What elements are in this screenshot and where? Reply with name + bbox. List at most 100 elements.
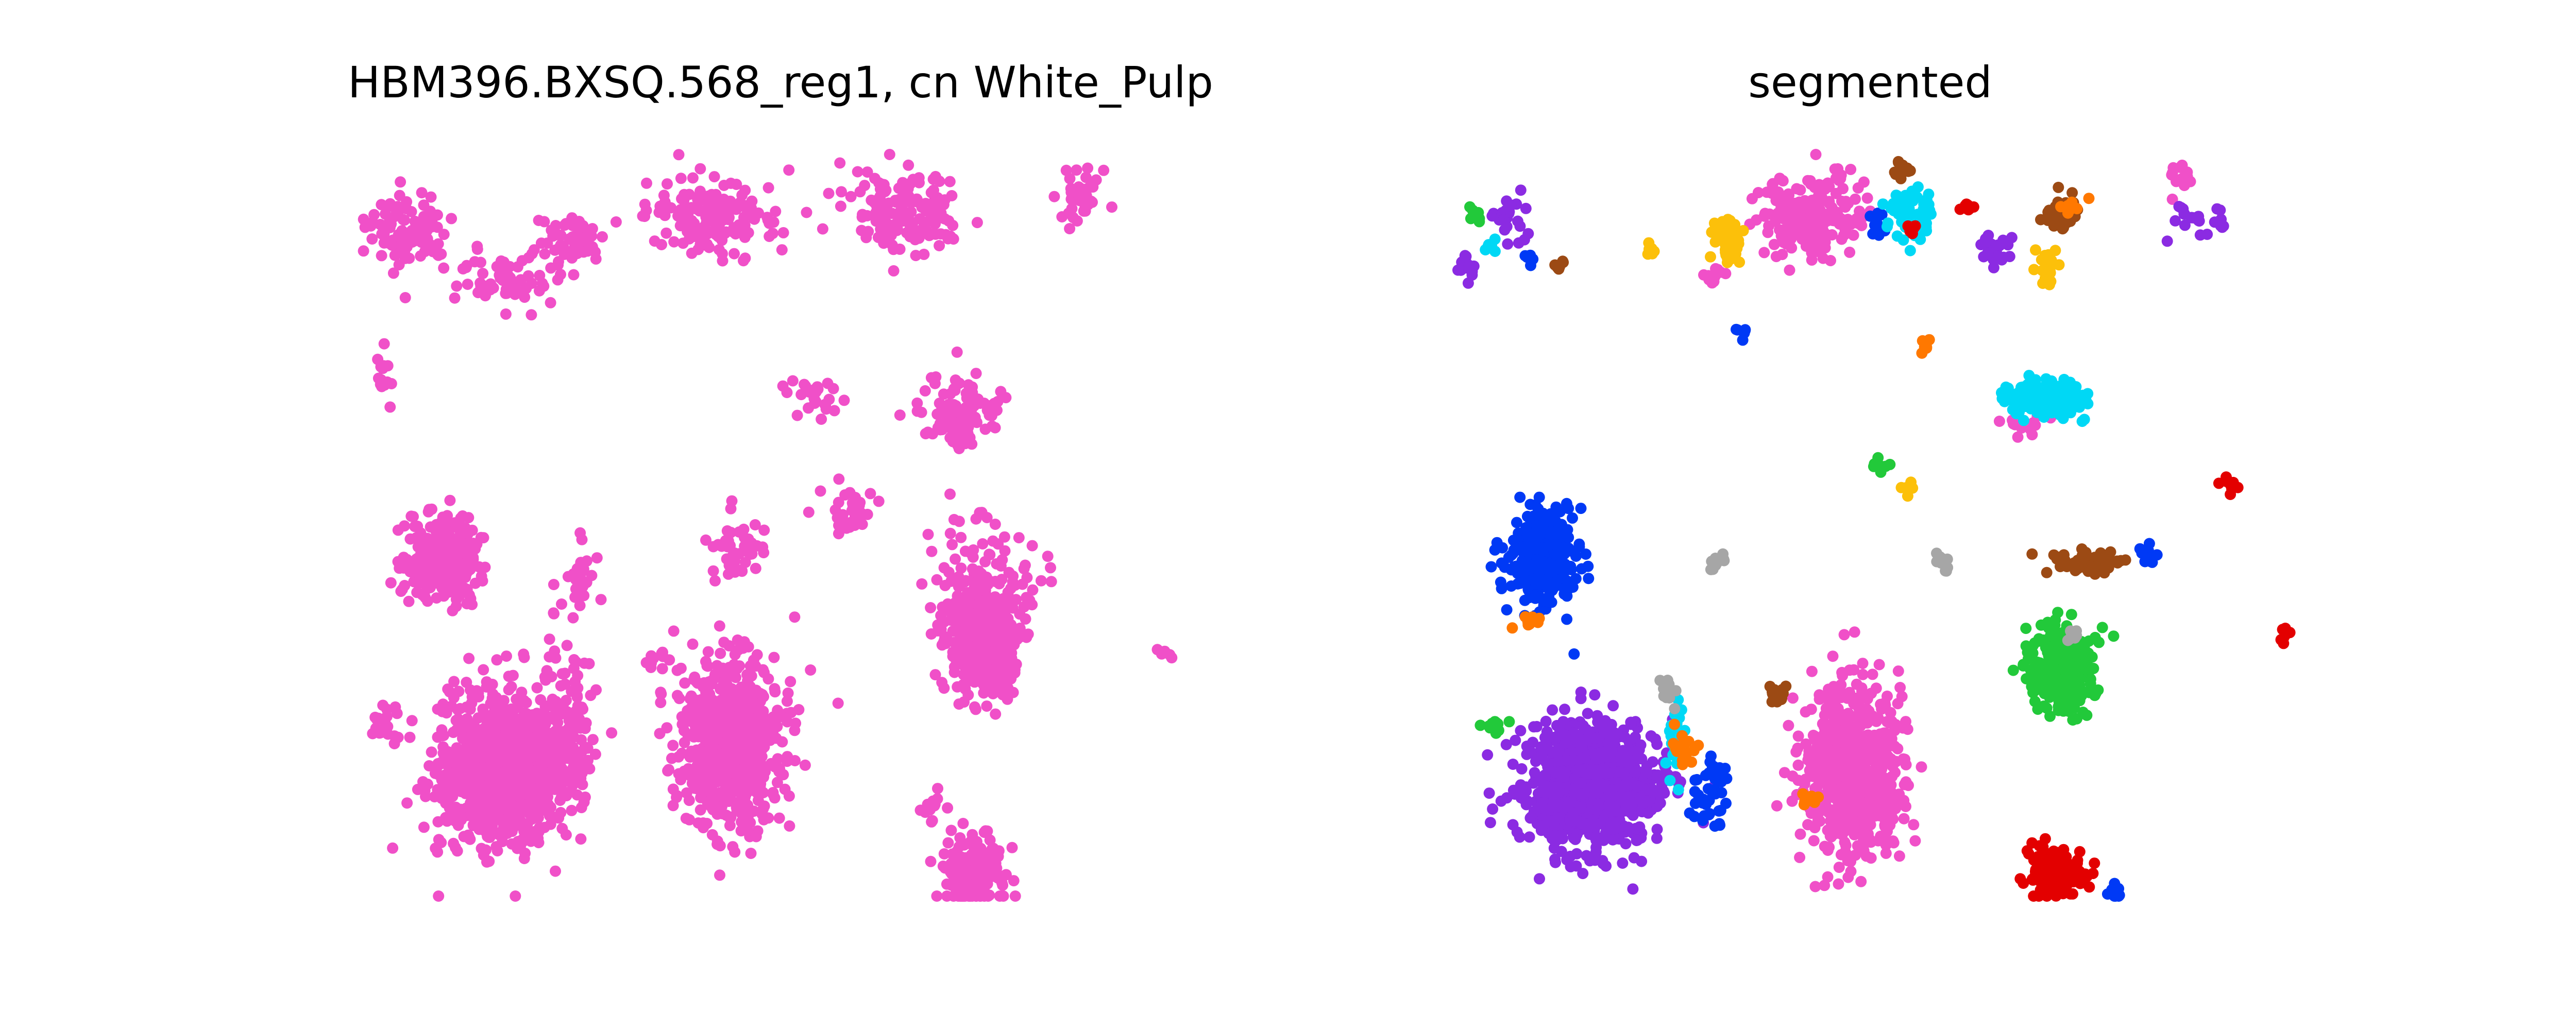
- scatter-point: [714, 869, 725, 881]
- scatter-point: [556, 598, 567, 610]
- scatter-point: [571, 789, 583, 801]
- scatter-point: [491, 261, 503, 272]
- scatter-point: [435, 757, 447, 769]
- scatter-point: [504, 272, 516, 284]
- scatter-point: [441, 815, 453, 827]
- scatter-point: [799, 759, 811, 771]
- scatter-point: [911, 397, 923, 409]
- scatter-point: [971, 580, 982, 592]
- scatter-point: [964, 674, 976, 685]
- scatter-point: [450, 552, 462, 564]
- scatter-point: [467, 819, 479, 831]
- scatter-point: [406, 236, 418, 248]
- scatter-point: [709, 772, 721, 784]
- scatter-point: [822, 377, 834, 389]
- scatter-point: [948, 513, 960, 525]
- scatter-point: [937, 601, 948, 613]
- scatter-point: [751, 649, 763, 661]
- scatter-point: [852, 166, 863, 178]
- scatter-point: [528, 244, 540, 256]
- scatter-point: [405, 510, 417, 522]
- scatter-point: [694, 804, 706, 816]
- scatter-point: [723, 559, 735, 571]
- scatter-point: [1082, 162, 1094, 174]
- scatter-point: [531, 682, 543, 694]
- scatter-point: [779, 783, 791, 795]
- scatter-point: [757, 664, 769, 676]
- scatter-point: [447, 727, 459, 739]
- scatter-point: [785, 707, 797, 718]
- scatter-point: [656, 647, 668, 659]
- scatter-point: [1841, 227, 1853, 239]
- scatter-point: [817, 223, 828, 235]
- scatter-point: [773, 812, 785, 824]
- scatter-point: [942, 837, 954, 849]
- scatter-point: [925, 602, 937, 613]
- scatter-point: [478, 814, 490, 826]
- scatter-point: [585, 690, 597, 701]
- scatter-point: [677, 210, 689, 222]
- scatter-point: [490, 841, 502, 853]
- scatter-point: [1079, 202, 1091, 214]
- scatter-point: [955, 562, 967, 574]
- scatter-point: [1822, 177, 1834, 189]
- scatter-point: [777, 227, 789, 238]
- scatter-point: [559, 667, 571, 679]
- scatter-point: [438, 229, 450, 241]
- scatter-point: [727, 767, 739, 779]
- scatter-point: [861, 210, 873, 221]
- scatter-point: [1885, 753, 1897, 765]
- scatter-point: [457, 263, 469, 274]
- scatter-point: [423, 760, 435, 771]
- scatter-point: [478, 762, 489, 774]
- scatter-point: [999, 605, 1011, 616]
- scatter-point: [955, 531, 967, 543]
- scatter-point: [1871, 715, 1882, 727]
- scatter-point: [381, 201, 393, 213]
- scatter-point: [1805, 703, 1817, 715]
- scatter-point: [952, 613, 963, 625]
- scatter-point: [768, 216, 779, 228]
- scatter-point: [1873, 659, 1885, 671]
- scatter-point: [459, 759, 470, 770]
- scatter-point: [715, 748, 727, 760]
- scatter-point: [873, 495, 885, 507]
- scatter-point: [959, 838, 971, 850]
- scatter-point: [922, 426, 934, 438]
- scatter-point: [399, 252, 411, 264]
- scatter-point: [550, 865, 561, 877]
- scatter-point: [686, 247, 698, 259]
- scatter-point: [570, 574, 582, 586]
- scatter-point: [1849, 626, 1860, 638]
- scatter-point: [517, 835, 529, 847]
- scatter-point: [505, 759, 517, 770]
- scatter-point: [574, 599, 586, 611]
- scatter-point: [1852, 182, 1864, 194]
- scatter-point: [833, 473, 845, 485]
- scatter-point: [1814, 815, 1826, 827]
- scatter-point: [558, 788, 570, 800]
- scatter-point: [741, 709, 753, 720]
- scatter-point: [479, 561, 491, 573]
- scatter-point: [1076, 185, 1088, 197]
- scatter-point: [835, 200, 846, 212]
- scatter-point: [655, 697, 667, 709]
- scatter-point: [733, 548, 745, 560]
- scatter-point: [1824, 815, 1836, 827]
- scatter-point: [1805, 759, 1817, 770]
- scatter-point: [725, 503, 737, 514]
- scatter-point: [713, 231, 724, 243]
- scatter-point: [424, 572, 436, 583]
- scatter-point: [1106, 201, 1117, 213]
- scatter-point: [789, 725, 801, 736]
- scatter-point: [1844, 246, 1856, 258]
- scatter-point: [1787, 692, 1799, 704]
- scatter-point: [544, 756, 556, 768]
- scatter-point: [923, 230, 935, 242]
- scatter-point: [1900, 759, 1912, 770]
- scatter-point: [769, 686, 781, 698]
- scatter-point: [501, 287, 513, 299]
- left-panel-title: HBM396.BXSQ.568_reg1, cn White_Pulp: [348, 57, 1213, 108]
- scatter-point: [980, 670, 992, 681]
- scatter-point: [482, 781, 493, 793]
